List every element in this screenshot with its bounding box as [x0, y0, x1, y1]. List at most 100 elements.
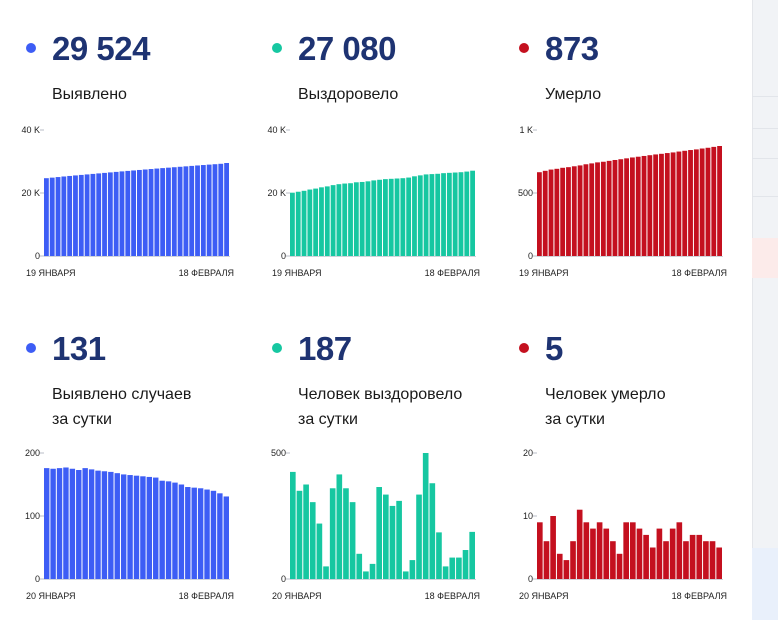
y-tick-label: 0	[528, 574, 533, 584]
bar	[177, 166, 183, 256]
gutter-highlight	[752, 238, 778, 278]
x-end-label: 18 ФЕВРАЛЯ	[672, 268, 727, 278]
bar	[554, 168, 560, 256]
bar	[442, 566, 449, 579]
bar	[563, 560, 570, 579]
x-end-label: 18 ФЕВРАЛЯ	[425, 268, 480, 278]
y-tick-label: 20 K	[21, 188, 40, 198]
bar	[290, 471, 296, 579]
bar	[365, 181, 371, 256]
bar	[313, 188, 319, 256]
bar	[623, 522, 629, 579]
bar	[76, 470, 82, 579]
bar	[596, 522, 603, 579]
red-dot-icon	[519, 43, 529, 53]
bar	[647, 155, 653, 256]
bar	[363, 571, 369, 579]
bar	[133, 475, 140, 579]
bar	[653, 154, 659, 256]
bar	[716, 547, 722, 579]
bar	[630, 157, 635, 256]
bar	[429, 483, 436, 579]
gutter-border	[752, 0, 753, 620]
y-tick-label: 100	[25, 511, 40, 521]
bar	[330, 185, 336, 257]
bar	[630, 522, 636, 579]
bar	[624, 158, 629, 256]
bar	[400, 178, 406, 256]
bar	[711, 146, 717, 256]
blue-dot-icon	[26, 343, 36, 353]
y-tick-label: 20 K	[267, 188, 286, 198]
stat-value: 873	[545, 30, 599, 67]
bar	[641, 155, 647, 256]
stat-value: 5	[545, 330, 563, 367]
x-end-label: 18 ФЕВРАЛЯ	[425, 591, 480, 601]
gutter-divider	[752, 196, 778, 197]
bar	[389, 505, 396, 579]
bar	[423, 174, 429, 256]
bar	[429, 174, 435, 256]
bar	[435, 173, 441, 256]
stat-label: Умерло	[545, 86, 602, 103]
bar	[595, 162, 600, 256]
y-tick-label: 500	[518, 188, 533, 198]
bar	[343, 488, 349, 579]
bar	[189, 165, 195, 256]
bar	[566, 167, 571, 256]
bar	[210, 490, 217, 579]
bar	[635, 156, 641, 256]
bar	[590, 528, 596, 579]
bar	[550, 516, 556, 579]
bar	[160, 168, 166, 256]
bar	[456, 557, 462, 579]
bar	[336, 184, 342, 256]
bar	[571, 166, 577, 256]
stat-label: за сутки	[52, 411, 112, 428]
blue-dot-icon	[26, 43, 36, 53]
bar	[603, 528, 610, 579]
bar	[406, 177, 412, 256]
bar	[108, 471, 114, 579]
bar	[148, 169, 154, 256]
bar	[612, 159, 618, 256]
bar	[537, 172, 542, 256]
stat-label: Выявлено случаев	[52, 386, 192, 403]
bar	[356, 553, 363, 579]
bar	[683, 541, 689, 579]
bar	[659, 153, 664, 256]
bar	[120, 474, 127, 579]
bar	[125, 170, 131, 256]
bar	[543, 541, 550, 579]
stat-tile: 187 Человек выздоровело за сутки	[268, 330, 498, 630]
bar	[688, 150, 693, 256]
bar	[102, 172, 107, 256]
bar	[449, 557, 456, 579]
y-tick-label: 1 K	[519, 125, 533, 135]
bar	[703, 541, 709, 579]
gutter-divider	[752, 128, 778, 129]
bar	[583, 522, 590, 579]
bar	[649, 547, 656, 579]
bar	[349, 502, 356, 579]
bar	[583, 164, 589, 256]
bar	[49, 177, 55, 256]
bar	[606, 160, 612, 256]
bar	[676, 522, 683, 579]
stat-label: Выздоровело	[298, 86, 399, 103]
bar	[200, 165, 206, 256]
bar	[204, 489, 210, 579]
bar	[412, 176, 417, 256]
bar	[323, 566, 329, 579]
bar	[577, 165, 583, 256]
bar	[560, 167, 566, 256]
y-tick-label: 0	[35, 251, 40, 261]
bar	[616, 553, 623, 579]
bar	[556, 553, 563, 579]
x-start-label: 19 ЯНВАРЯ	[26, 268, 76, 278]
bar	[114, 473, 120, 579]
red-dot-icon	[519, 343, 529, 353]
bar	[154, 168, 160, 256]
bar	[107, 172, 113, 256]
bar	[717, 146, 722, 256]
